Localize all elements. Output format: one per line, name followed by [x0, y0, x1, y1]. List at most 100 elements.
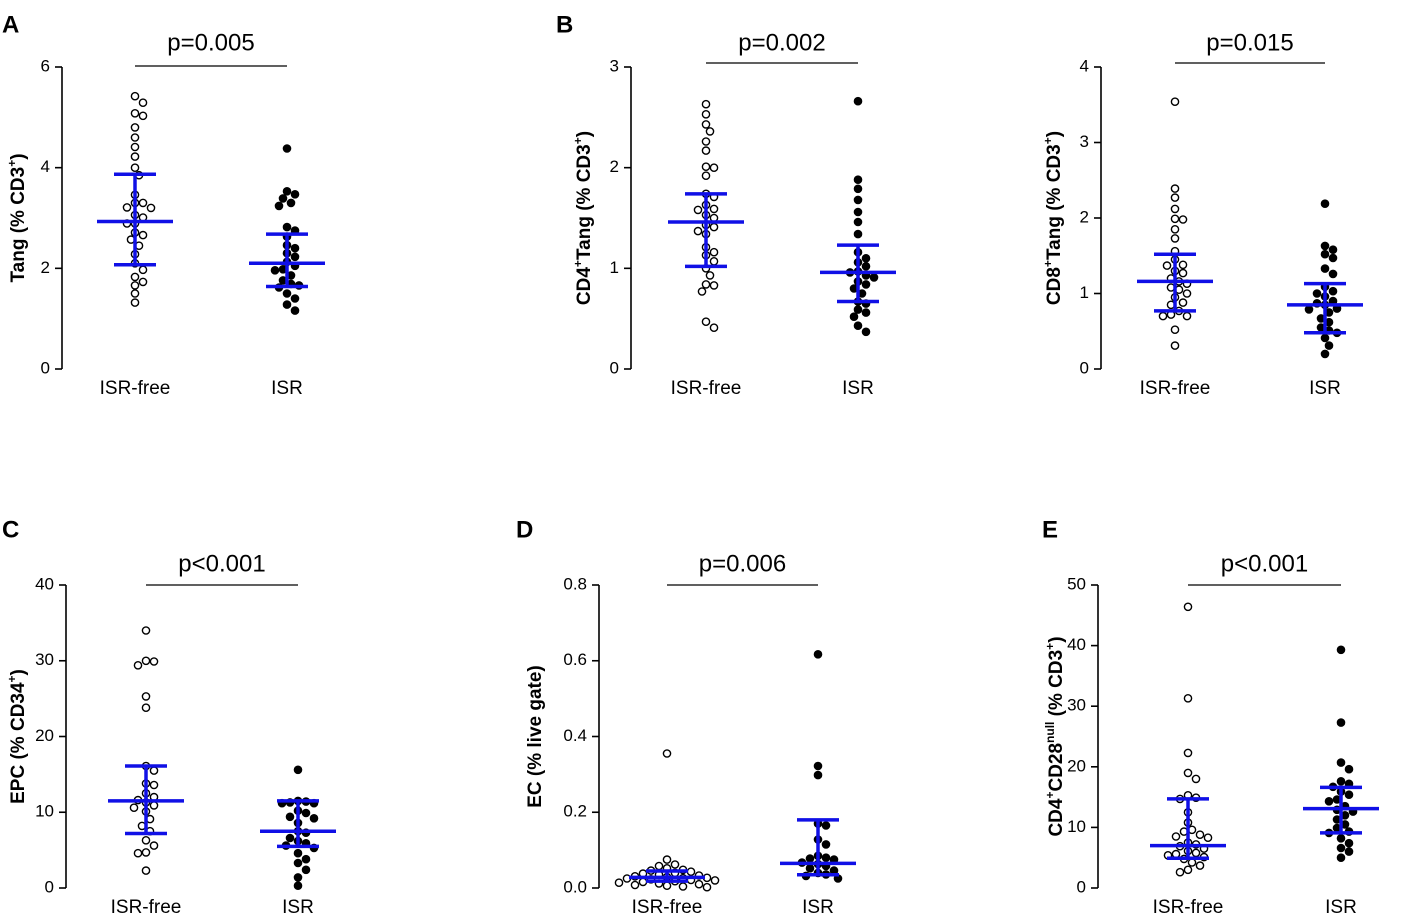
data-point — [285, 812, 295, 822]
panel-letter: C — [2, 516, 19, 543]
data-point — [1183, 602, 1193, 612]
data-point — [130, 298, 140, 307]
data-point — [705, 271, 715, 280]
data-point — [702, 882, 712, 892]
y-tick-label: 30 — [1067, 696, 1086, 715]
p-value-label: p=0.015 — [1206, 29, 1293, 56]
data-point — [1170, 214, 1180, 224]
data-point — [1324, 797, 1334, 806]
data-point — [290, 252, 300, 262]
data-point — [130, 123, 140, 132]
data-point — [290, 306, 300, 315]
data-point — [1328, 286, 1338, 296]
data-point — [290, 294, 300, 303]
y-tick-label: 4 — [41, 157, 50, 176]
y-tick-label: 4 — [1080, 56, 1089, 75]
data-point — [290, 189, 300, 199]
data-point — [701, 99, 711, 109]
data-point — [130, 109, 140, 118]
data-point — [1195, 830, 1205, 840]
data-point — [149, 841, 159, 850]
data-point — [282, 144, 292, 153]
data-point — [821, 821, 831, 830]
x-category-label: ISR — [842, 378, 874, 399]
data-point — [1336, 843, 1346, 853]
data-point — [709, 323, 719, 333]
x-category-label: ISR — [271, 378, 303, 399]
x-category-label: ISR — [802, 897, 834, 918]
y-tick-label: 20 — [1067, 756, 1086, 775]
data-point — [821, 840, 831, 849]
data-point — [130, 133, 140, 142]
data-point — [1320, 249, 1330, 259]
data-point — [138, 98, 148, 107]
data-point — [1191, 774, 1201, 784]
data-point — [1195, 861, 1205, 870]
y-tick-label: 0.6 — [563, 650, 587, 669]
y-tick-label: 0 — [1077, 877, 1086, 896]
data-point — [1182, 311, 1192, 321]
data-point — [813, 650, 823, 659]
data-point — [701, 110, 711, 119]
x-category-label: ISR-free — [671, 378, 742, 399]
data-point — [1344, 790, 1354, 800]
data-point — [853, 96, 863, 106]
data-point — [1304, 305, 1314, 314]
data-point — [853, 207, 863, 217]
data-point — [861, 253, 871, 263]
p-value-label: p=0.002 — [738, 29, 825, 56]
data-point — [1312, 289, 1322, 298]
x-category-label: ISR — [282, 897, 314, 918]
y-tick-label: 30 — [35, 650, 54, 669]
y-tick-label: 40 — [1067, 635, 1086, 654]
data-point — [149, 801, 159, 810]
y-tick-label: 1 — [610, 258, 619, 277]
data-point — [1203, 833, 1213, 843]
data-point — [861, 327, 871, 337]
data-point — [293, 873, 303, 882]
y-axis-label: EC (% live gate) — [525, 665, 546, 808]
data-point — [141, 656, 151, 666]
data-point — [149, 780, 159, 790]
data-point — [1183, 768, 1193, 778]
data-point — [141, 703, 151, 713]
data-point — [282, 289, 292, 298]
data-point — [1344, 847, 1354, 856]
data-point — [1344, 764, 1354, 774]
x-category-label: ISR — [1309, 378, 1341, 399]
x-category-label: ISR-free — [111, 897, 182, 918]
data-point — [141, 836, 151, 845]
data-point — [701, 162, 711, 171]
chart-panel-ec: D 0.0 0.2 0.4 0.6 0.8 EC (% live gate) ISR-free… — [516, 516, 856, 918]
data-point — [130, 91, 140, 101]
data-point — [1158, 311, 1168, 321]
data-point — [1170, 325, 1180, 335]
data-point — [869, 273, 879, 282]
chart-panel-epc: C 0 10 20 30 40 EPC (% CD34+) ISR-free ISR p<0.00… — [2, 516, 336, 918]
data-point — [130, 152, 140, 161]
data-point — [1170, 193, 1180, 202]
data-point — [1320, 349, 1330, 359]
data-point — [293, 848, 303, 858]
data-point — [853, 305, 863, 314]
data-point — [1178, 260, 1188, 270]
data-point — [301, 808, 311, 818]
data-point — [141, 848, 151, 857]
data-point — [1336, 718, 1346, 727]
data-point — [1183, 865, 1193, 875]
data-point — [701, 146, 711, 155]
data-point — [1170, 184, 1180, 193]
data-point — [1320, 199, 1330, 208]
data-point — [701, 317, 711, 327]
y-axis-label: EPC (% CD34+) — [5, 669, 29, 804]
x-category-label: ISR-free — [100, 378, 171, 399]
data-point — [146, 203, 156, 213]
y-tick-label: 10 — [1067, 817, 1086, 836]
data-point — [1336, 645, 1346, 655]
data-point — [293, 765, 303, 775]
data-point — [301, 865, 311, 875]
data-point — [293, 881, 303, 891]
data-point — [662, 749, 672, 758]
chart-panel-cd28null: E 0 10 20 30 40 50 CD4+CD28null (% CD3+) ISR-fre… — [1042, 516, 1379, 918]
data-point — [693, 205, 703, 215]
